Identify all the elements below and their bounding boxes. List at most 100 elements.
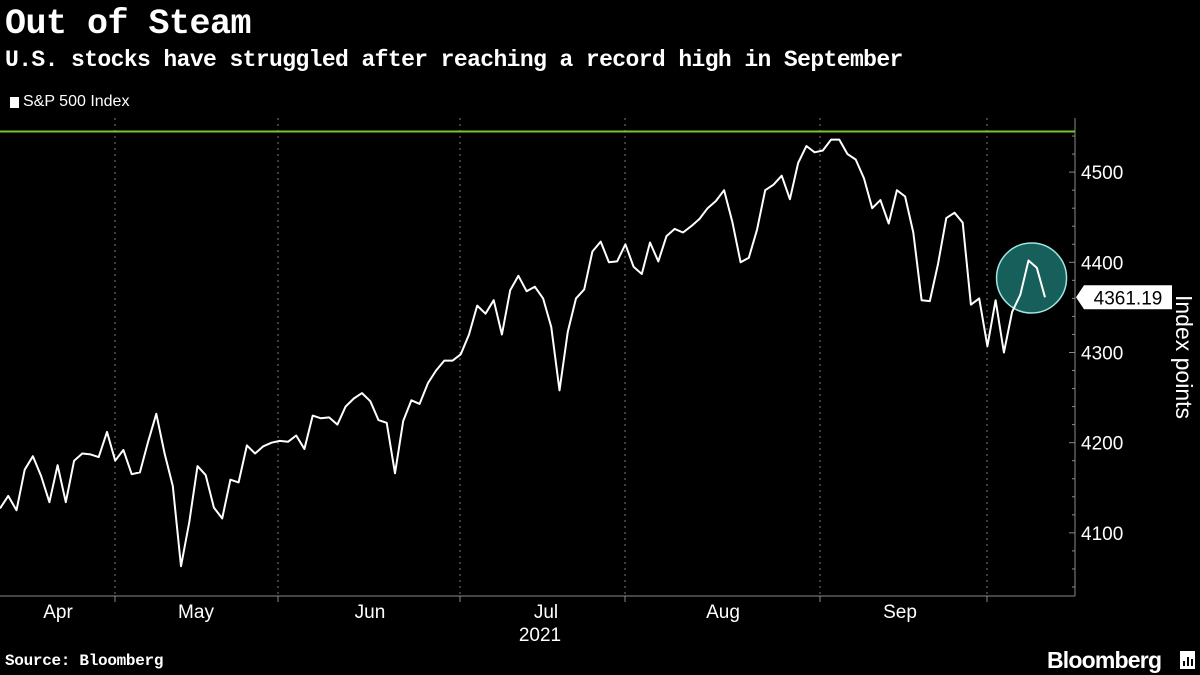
- data-point: [978, 297, 980, 299]
- data-point: [427, 382, 429, 384]
- data-point: [1028, 259, 1030, 261]
- data-point: [863, 177, 865, 179]
- data-point: [871, 207, 873, 209]
- data-point: [665, 235, 667, 237]
- data-point: [1036, 267, 1038, 269]
- data-point: [953, 212, 955, 214]
- data-point: [24, 469, 26, 471]
- axes: Apr May Jun Jul Aug Sep 2021 4100 4200 4300 4400 45…: [0, 118, 1197, 646]
- data-point: [822, 149, 824, 151]
- data-point: [748, 257, 750, 259]
- data-point: [814, 151, 816, 153]
- legend-label: S&P 500 Index: [23, 93, 130, 110]
- data-point: [361, 392, 363, 394]
- x-tick-label: Apr: [43, 602, 73, 623]
- data-point: [155, 413, 157, 415]
- data-point: [188, 521, 190, 523]
- data-point: [287, 441, 289, 443]
- data-point: [888, 223, 890, 225]
- y-tick-label: 4300: [1081, 343, 1123, 364]
- data-point: [962, 222, 964, 224]
- brand-logo: Bloomberg: [1047, 647, 1162, 673]
- data-point: [986, 345, 988, 347]
- data-point: [731, 221, 733, 223]
- data-point: [575, 297, 577, 299]
- data-point: [591, 250, 593, 252]
- data-point: [723, 189, 725, 191]
- data-point: [945, 217, 947, 219]
- x-tick-label: Jul: [534, 602, 558, 623]
- data-point: [608, 261, 610, 263]
- data-point: [855, 158, 857, 160]
- data-point: [879, 199, 881, 201]
- data-point: [460, 353, 462, 355]
- data-point: [657, 260, 659, 262]
- data-point: [929, 300, 931, 302]
- chart-title: Out of Steam: [5, 4, 252, 44]
- y-tick-label: 4500: [1081, 163, 1123, 184]
- data-point: [789, 198, 791, 200]
- data-point: [616, 260, 618, 262]
- data-point: [180, 565, 182, 567]
- y-tick-label: 4200: [1081, 434, 1123, 455]
- data-point: [147, 441, 149, 443]
- data-point: [386, 422, 388, 424]
- data-point: [583, 288, 585, 290]
- bloomberg-mark-icon: [1180, 651, 1195, 669]
- data-point: [624, 243, 626, 245]
- data-point: [781, 175, 783, 177]
- data-point: [847, 153, 849, 155]
- data-point: [196, 465, 198, 467]
- data-point: [1003, 351, 1005, 353]
- data-point: [114, 460, 116, 462]
- data-point: [468, 333, 470, 335]
- data-point: [262, 445, 264, 447]
- data-point: [764, 189, 766, 191]
- data-point: [139, 471, 141, 473]
- plot-layer: 4361.19: [0, 130, 1172, 568]
- data-point: [896, 189, 898, 191]
- x-tick-label: Aug: [706, 602, 740, 623]
- data-point: [73, 460, 75, 462]
- data-point: [90, 453, 92, 455]
- data-point: [328, 416, 330, 418]
- data-point: [443, 360, 445, 362]
- source-note: Source: Bloomberg: [5, 652, 164, 670]
- data-point: [279, 440, 281, 442]
- data-point: [336, 424, 338, 426]
- data-point: [106, 431, 108, 433]
- data-point: [698, 218, 700, 220]
- data-point: [98, 456, 100, 458]
- data-point: [81, 453, 83, 455]
- data-point: [550, 326, 552, 328]
- data-point: [740, 261, 742, 263]
- data-point: [1044, 296, 1046, 298]
- data-point: [15, 509, 17, 511]
- data-point: [164, 453, 166, 455]
- data-point: [271, 442, 273, 444]
- data-point: [534, 286, 536, 288]
- data-point: [756, 229, 758, 231]
- data-point: [246, 444, 248, 446]
- data-point: [213, 507, 215, 509]
- last-value-tag: [1076, 285, 1172, 310]
- data-point: [312, 415, 314, 417]
- data-point: [221, 517, 223, 519]
- data-point: [303, 448, 305, 450]
- chart-subtitle: U.S. stocks have struggled after reachin…: [5, 47, 903, 73]
- data-point: [57, 464, 59, 466]
- data-point: [567, 331, 569, 333]
- data-point: [320, 417, 322, 419]
- data-point: [205, 474, 207, 476]
- data-point: [48, 501, 50, 503]
- data-point: [345, 406, 347, 408]
- data-point: [369, 400, 371, 402]
- data-point: [435, 370, 437, 372]
- data-point: [419, 403, 421, 405]
- y-tick-label: 4400: [1081, 253, 1123, 274]
- data-point: [559, 389, 561, 391]
- data-point: [921, 299, 923, 301]
- x-year-label: 2021: [519, 625, 561, 646]
- data-point: [526, 290, 528, 292]
- data-point: [1019, 294, 1021, 296]
